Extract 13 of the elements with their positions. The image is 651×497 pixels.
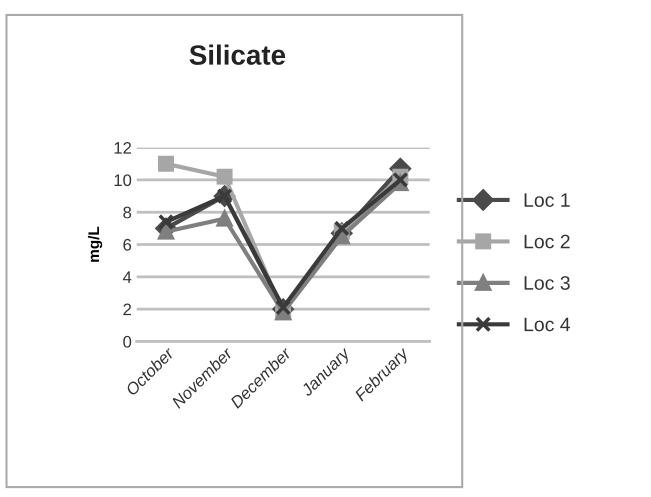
y-tick-label: 0 [123,336,132,348]
legend-label: Loc 4 [524,318,570,332]
chart-title: Silicate [190,44,286,65]
legend-label: Loc 3 [524,276,570,290]
y-axis-title: mg/L [88,226,102,262]
y-tick-label: 6 [123,238,132,251]
legend-label: Loc 2 [524,234,570,248]
y-tick-label: 4 [122,271,132,283]
legend-label: Loc 1 [524,193,570,207]
y-tick-label: 10 [114,174,132,186]
y-tick-label: 2 [123,304,132,316]
y-tick-label: 12 [114,142,132,154]
y-tick-label: 8 [123,206,132,218]
